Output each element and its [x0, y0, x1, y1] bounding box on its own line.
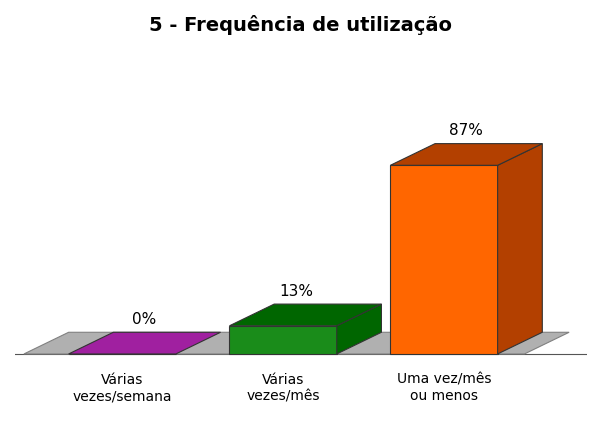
- Polygon shape: [337, 304, 382, 354]
- Text: Uma vez/mês
ou menos: Uma vez/mês ou menos: [397, 373, 491, 403]
- Text: Várias
vezes/semana: Várias vezes/semana: [72, 373, 172, 403]
- Text: Várias
vezes/mês: Várias vezes/mês: [246, 373, 320, 403]
- Polygon shape: [390, 143, 542, 165]
- Polygon shape: [229, 326, 337, 354]
- Polygon shape: [390, 165, 498, 354]
- Text: 87%: 87%: [450, 123, 483, 138]
- Polygon shape: [498, 143, 542, 354]
- Title: 5 - Frequência de utilização: 5 - Frequência de utilização: [149, 15, 453, 35]
- Text: 0%: 0%: [132, 312, 157, 327]
- Text: 13%: 13%: [279, 284, 314, 299]
- Polygon shape: [24, 332, 569, 354]
- Polygon shape: [69, 332, 220, 354]
- Polygon shape: [229, 304, 382, 326]
